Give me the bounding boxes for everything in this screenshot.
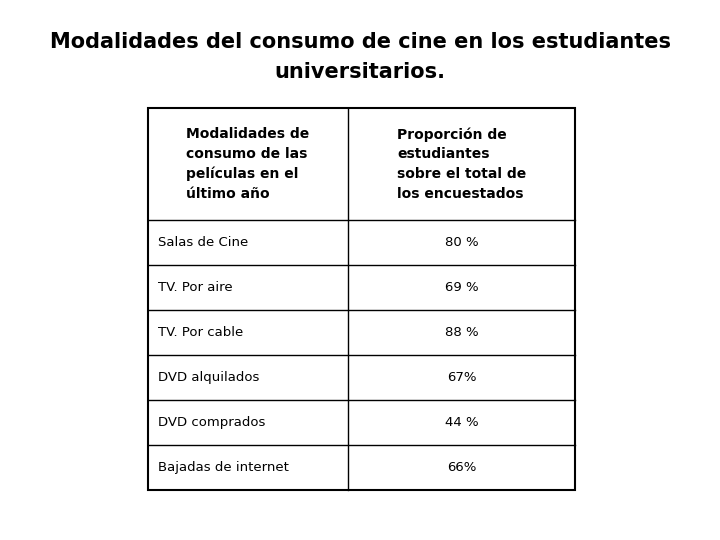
Text: 44 %: 44 % [445, 416, 478, 429]
Text: 88 %: 88 % [445, 326, 478, 339]
Text: Modalidades de
consumo de las
películas en el
último año: Modalidades de consumo de las películas … [186, 127, 310, 201]
Text: Proporción de
estudiantes
sobre el total de
los encuestados: Proporción de estudiantes sobre el total… [397, 127, 526, 200]
Text: TV. Por cable: TV. Por cable [158, 326, 243, 339]
Text: 67%: 67% [446, 371, 476, 384]
Text: DVD comprados: DVD comprados [158, 416, 266, 429]
Text: Modalidades del consumo de cine en los estudiantes: Modalidades del consumo de cine en los e… [50, 32, 670, 52]
Bar [148, 108, 575, 490]
Text: Bajadas de internet: Bajadas de internet [158, 461, 289, 474]
Text: 69 %: 69 % [445, 281, 478, 294]
Text: DVD alquilados: DVD alquilados [158, 371, 259, 384]
Text: 80 %: 80 % [445, 236, 478, 249]
Text: TV. Por aire: TV. Por aire [158, 281, 233, 294]
Text: 66%: 66% [447, 461, 476, 474]
Text: Salas de Cine: Salas de Cine [158, 236, 248, 249]
Text: universitarios.: universitarios. [274, 62, 446, 82]
